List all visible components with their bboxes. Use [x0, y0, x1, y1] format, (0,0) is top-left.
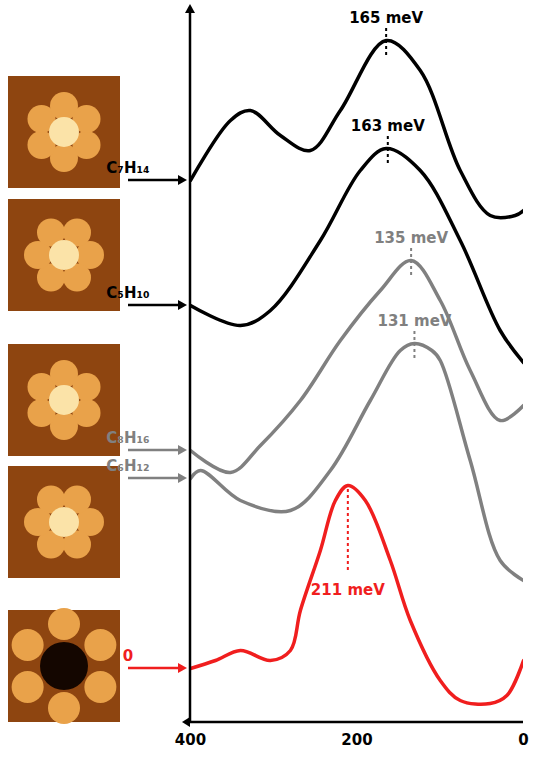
svg-text:0: 0 — [123, 647, 133, 665]
svg-text:400: 400 — [175, 731, 206, 749]
svg-text:C₅H₁₀: C₅H₁₀ — [106, 284, 149, 302]
svg-text:135 meV: 135 meV — [374, 229, 448, 247]
svg-text:163 meV: 163 meV — [351, 117, 425, 135]
svg-text:200: 200 — [341, 731, 372, 749]
svg-text:165 meV: 165 meV — [349, 9, 423, 27]
svg-text:131 meV: 131 meV — [377, 312, 451, 330]
svg-text:C₆H₁₂: C₆H₁₂ — [106, 457, 149, 475]
svg-text:C₇H₁₄: C₇H₁₄ — [106, 159, 149, 177]
svg-text:C₈H₁₆: C₈H₁₆ — [106, 429, 149, 447]
svg-text:0: 0 — [518, 731, 528, 749]
svg-text:211 meV: 211 meV — [311, 581, 385, 599]
